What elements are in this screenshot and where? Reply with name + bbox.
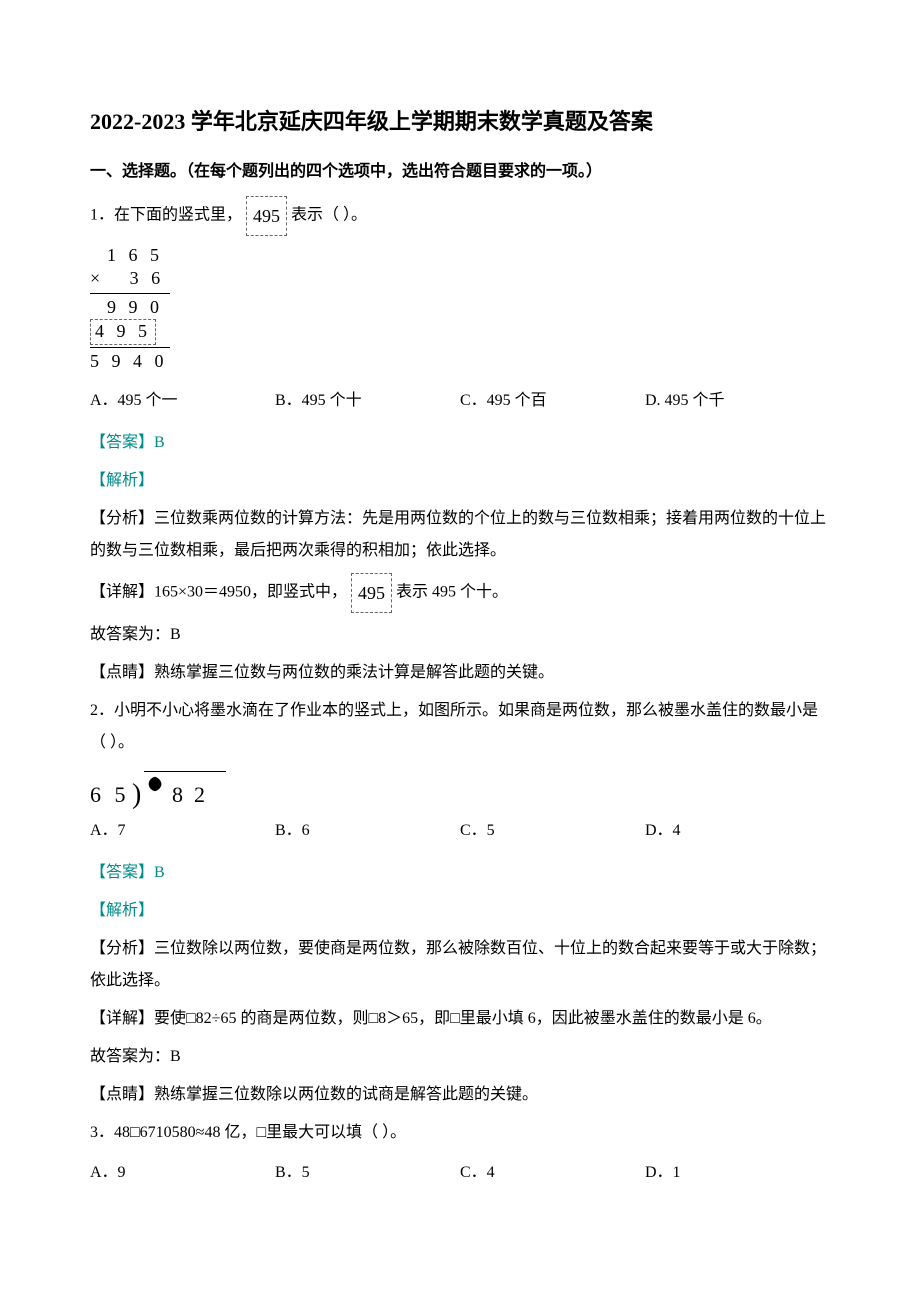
q1-option-a: A．495 个一 [90, 385, 275, 417]
math-row-1: 1 6 5 [90, 244, 830, 267]
q2-option-c: C．5 [460, 815, 645, 847]
q2-stem: 2．小明不小心将墨水滴在了作业本的竖式上，如图所示。如果商是两位数，那么被墨水盖… [90, 695, 830, 759]
dividend-digit-2: 2 [194, 773, 205, 817]
q1-stem: 1．在下面的竖式里， 495 表示（ ）。 [90, 196, 830, 236]
q1-detail: 【详解】165×30＝4950，即竖式中， 495 表示 495 个十。 [90, 573, 830, 613]
q1-detail-boxed: 495 [351, 573, 392, 613]
q2-dianjing: 【点睛】熟练掌握三位数除以两位数的试商是解答此题的关键。 [90, 1079, 830, 1111]
q1-option-b: B．495 个十 [275, 385, 460, 417]
q2-options: A．7 B．6 C．5 D．4 [90, 815, 830, 847]
q3-option-b: B．5 [275, 1157, 460, 1189]
q2-detail: 【详解】要使□82÷65 的商是两位数，则□8＞65，即□里最小填 6，因此被墨… [90, 1003, 830, 1035]
q1-conclusion: 故答案为：B [90, 619, 830, 651]
q1-boxed-value: 495 [246, 196, 287, 236]
section-header: 一、选择题。（在每个题列出的四个选项中，选出符合题目要求的一项。） [90, 156, 830, 188]
q2-conclusion: 故答案为：B [90, 1041, 830, 1073]
q1-detail-suffix: 表示 495 个十。 [396, 584, 508, 601]
q2-division-figure: 6 5 ) 8 2 [90, 769, 230, 805]
q1-answer: 【答案】B [90, 427, 830, 459]
q1-dianjing: 【点睛】熟练掌握三位数与两位数的乘法计算是解答此题的关键。 [90, 657, 830, 689]
q2-answer: 【答案】B [90, 857, 830, 889]
q1-vertical-calculation: 1 6 5 × 3 6 9 9 0 4 9 5 5 9 4 0 [90, 244, 830, 373]
ink-blot-icon [146, 775, 164, 793]
math-row-4-boxed: 4 9 5 [90, 319, 830, 344]
q1-stem-prefix: 1．在下面的竖式里， [90, 207, 242, 224]
q2-analysis-label: 【解析】 [90, 895, 830, 927]
q3-option-a: A．9 [90, 1157, 275, 1189]
page-title: 2022-2023 学年北京延庆四年级上学期期末数学真题及答案 [90, 100, 830, 144]
q3-options: A．9 B．5 C．4 D．1 [90, 1157, 830, 1189]
q1-detail-prefix: 【详解】165×30＝4950，即竖式中， [90, 584, 347, 601]
q1-options: A．495 个一 B．495 个十 C．495 个百 D. 495 个千 [90, 385, 830, 417]
q1-option-d: D. 495 个千 [645, 385, 830, 417]
boxed-partial: 4 9 5 [90, 319, 156, 344]
math-row-5: 5 9 4 0 [90, 350, 830, 373]
q3-stem: 3．48□6710580≈48 亿，□里最大可以填（ ）。 [90, 1117, 830, 1149]
dividend-digit-8: 8 [172, 773, 183, 817]
math-row-2: × 3 6 [90, 267, 830, 290]
q2-fenxi: 【分析】三位数除以两位数，要使商是两位数，那么被除数百位、十位上的数合起来要等于… [90, 933, 830, 997]
division-bracket: ) [132, 767, 141, 823]
q1-stem-suffix: 表示（ ）。 [291, 207, 367, 224]
q1-option-c: C．495 个百 [460, 385, 645, 417]
q2-option-d: D．4 [645, 815, 830, 847]
math-rule-2 [90, 347, 170, 348]
q1-analysis-label: 【解析】 [90, 465, 830, 497]
divisor: 6 5 [90, 773, 130, 817]
math-rule-1 [90, 293, 170, 294]
q3-option-d: D．1 [645, 1157, 830, 1189]
q1-fenxi: 【分析】三位数乘两位数的计算方法：先是用两位数的个位上的数与三位数相乘；接着用两… [90, 503, 830, 567]
q2-option-a: A．7 [90, 815, 275, 847]
q2-option-b: B．6 [275, 815, 460, 847]
math-row-3: 9 9 0 [90, 296, 830, 319]
division-vinculum [144, 771, 226, 772]
q3-option-c: C．4 [460, 1157, 645, 1189]
